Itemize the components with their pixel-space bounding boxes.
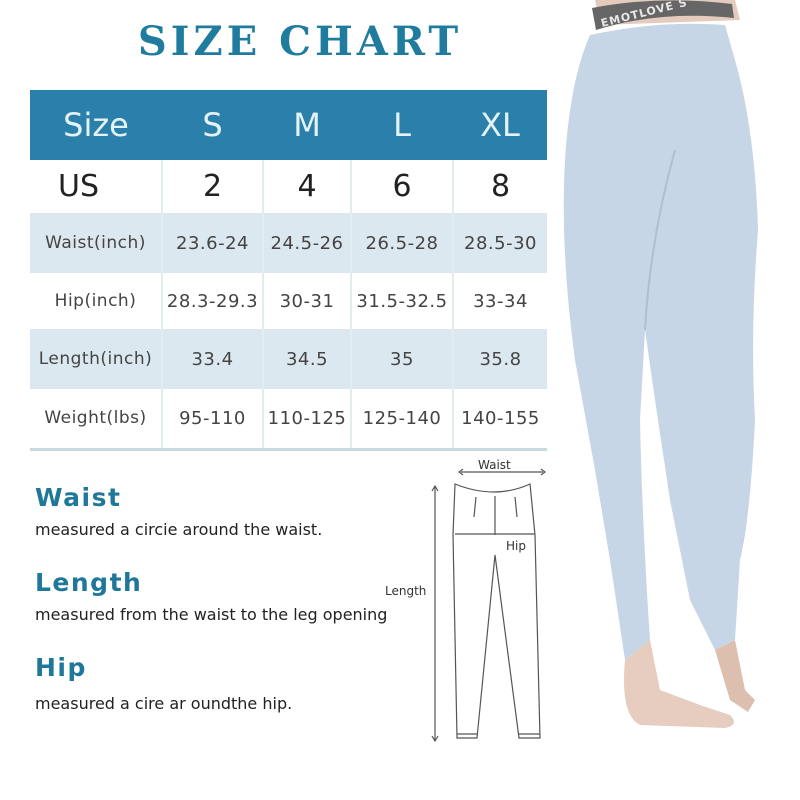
row-label: Length(inch): [38, 349, 153, 369]
row-label: Hip(inch): [54, 291, 137, 311]
cell: 95-110: [161, 389, 263, 449]
cell: 4: [262, 160, 351, 213]
diagram-waist-label: Waist: [478, 458, 511, 472]
cell: 34.5: [262, 329, 351, 389]
leggings-outline: [452, 483, 541, 739]
header-s: S: [202, 106, 223, 144]
row-label: Weight(lbs): [44, 408, 147, 429]
waist-heading: Waist: [35, 483, 122, 512]
row-label: Waist(inch): [45, 233, 146, 253]
leggings-model-photo: EMOTLOVE S: [563, 0, 758, 728]
header-m: M: [293, 106, 321, 144]
diagram-hip-label: Hip: [506, 539, 526, 553]
page-title: SIZE CHART: [137, 18, 463, 65]
cell: 6: [350, 160, 453, 213]
cell: 35: [350, 329, 453, 389]
size-table: Size S M L XL US 2 4 6 8 Waist(inch) 23.…: [30, 90, 547, 451]
cell: 28.5-30: [452, 213, 547, 273]
cell: 33.4: [161, 329, 263, 389]
cell: 125-140: [350, 389, 453, 449]
diagram-length-label: Length: [385, 584, 426, 598]
foot: [624, 640, 734, 728]
cell: 31.5-32.5: [350, 273, 453, 329]
length-heading: Length: [35, 568, 143, 597]
table-row-length: Length(inch) 33.4 34.5 35 35.8: [30, 329, 547, 389]
cell: 24.5-26: [262, 213, 351, 273]
cell: 8: [452, 160, 547, 213]
cell: 23.6-24: [161, 213, 263, 273]
cell: 110-125: [262, 389, 351, 449]
cell: 35.8: [452, 329, 547, 389]
length-description: measured from the waist to the leg openi…: [35, 605, 388, 624]
cell: 140-155: [452, 389, 547, 449]
header-xl: XL: [480, 106, 520, 144]
cell: 28.3-29.3: [161, 273, 263, 329]
table-header-row: Size S M L XL: [30, 90, 547, 160]
leggings-measurement-diagram: Waist Hip Length: [385, 458, 546, 743]
waistband: [592, 0, 734, 30]
table-row-hip: Hip(inch) 28.3-29.3 30-31 31.5-32.5 33-3…: [30, 273, 547, 329]
row-label: US: [58, 169, 100, 204]
header-size: Size: [63, 106, 129, 144]
hip-description: measured a cire ar oundthe hip.: [35, 694, 293, 713]
cell: 30-31: [262, 273, 351, 329]
waist-description: measured a circie around the waist.: [35, 520, 323, 539]
cell: 26.5-28: [350, 213, 453, 273]
cell: 2: [161, 160, 263, 213]
table-row-us: US 2 4 6 8: [30, 160, 547, 213]
hip-heading: Hip: [35, 653, 87, 682]
header-l: L: [393, 106, 411, 144]
table-row-waist: Waist(inch) 23.6-24 24.5-26 26.5-28 28.5…: [30, 213, 547, 273]
cell: 33-34: [452, 273, 547, 329]
table-row-weight: Weight(lbs) 95-110 110-125 125-140 140-1…: [30, 389, 547, 449]
length-arrow: [431, 484, 439, 743]
